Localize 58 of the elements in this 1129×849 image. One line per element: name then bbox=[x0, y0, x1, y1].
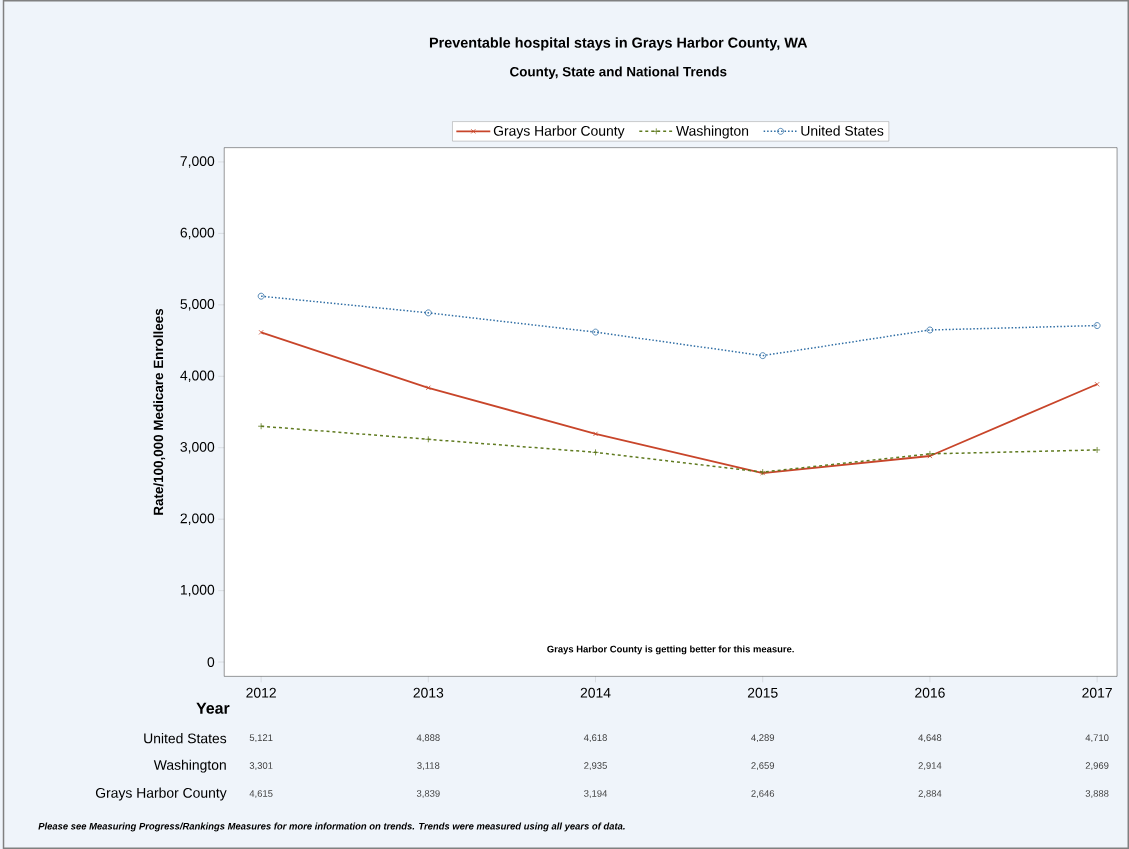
point bbox=[593, 431, 599, 437]
text: Washington bbox=[153, 759, 226, 773]
data-label: 5,121 bbox=[249, 734, 273, 743]
data-label: 2,884 bbox=[918, 790, 942, 799]
point bbox=[258, 329, 264, 335]
point bbox=[424, 309, 432, 317]
y-tick-label: 6,000 bbox=[180, 227, 215, 240]
x-tick-label: 2016 bbox=[915, 687, 945, 698]
y-tick-label: 7,000 bbox=[180, 156, 215, 168]
point bbox=[592, 449, 599, 456]
data-label: 2,646 bbox=[751, 790, 775, 799]
text: Please see Measuring Progress/Rankings Measures for more information on trends. Trends were measured using all years of data. bbox=[38, 822, 625, 832]
data-label: 4,615 bbox=[249, 790, 273, 799]
point bbox=[257, 422, 265, 430]
point bbox=[257, 292, 265, 300]
data-label: 4,888 bbox=[416, 734, 440, 743]
legend-label: Grays Harbor County bbox=[493, 125, 625, 139]
point bbox=[424, 435, 432, 443]
y-tick-label: 2,000 bbox=[180, 513, 215, 525]
data-label: 4,618 bbox=[583, 734, 607, 743]
point bbox=[592, 328, 599, 336]
point bbox=[759, 352, 767, 360]
data-label: 2,969 bbox=[1085, 762, 1109, 771]
point bbox=[1093, 446, 1101, 454]
y-tick-label: 5,000 bbox=[180, 299, 215, 311]
data-label: 3,118 bbox=[417, 762, 440, 771]
x-tick-label: 2017 bbox=[1082, 687, 1112, 698]
data-label: 3,194 bbox=[584, 790, 608, 799]
data-label: 4,710 bbox=[1085, 734, 1109, 743]
x-axis-title: Year bbox=[196, 702, 230, 714]
x-tick-label: 2015 bbox=[747, 687, 778, 698]
text: Grays Harbor County bbox=[95, 787, 227, 801]
data-label: 2,659 bbox=[751, 762, 775, 771]
chart-title: Preventable hospital stays in Grays Harbor County, WA bbox=[429, 37, 808, 51]
data-label: 4,648 bbox=[918, 734, 942, 743]
point bbox=[1093, 322, 1101, 329]
x-tick-label: 2013 bbox=[413, 687, 444, 698]
text: United States bbox=[144, 733, 227, 744]
data-label: 4,289 bbox=[751, 734, 775, 743]
data-label: 3,301 bbox=[249, 762, 273, 771]
y-axis-title: Rate/100,000 Medicare Enrollees bbox=[153, 308, 166, 515]
legend-label: United States bbox=[801, 125, 884, 136]
data-label: 2,935 bbox=[584, 762, 607, 771]
x-tick-label: 2014 bbox=[580, 687, 611, 698]
x-tick-label: 2012 bbox=[246, 687, 276, 698]
legend-label: Washington bbox=[676, 125, 749, 139]
y-tick-label: 4,000 bbox=[180, 370, 215, 383]
data-label: 3,839 bbox=[416, 790, 440, 799]
point bbox=[1094, 381, 1100, 387]
point bbox=[425, 385, 431, 391]
annotation: Grays Harbor County is getting better for this measure. bbox=[547, 645, 794, 655]
y-tick-label: 3,000 bbox=[180, 442, 215, 454]
data-label: 2,914 bbox=[918, 762, 942, 771]
point bbox=[926, 326, 934, 334]
data-label: 3,888 bbox=[1085, 790, 1109, 799]
y-tick-label: 0 bbox=[207, 657, 215, 668]
chart-subtitle: County, State and National Trends bbox=[510, 66, 727, 80]
y-tick-label: 1,000 bbox=[180, 584, 215, 597]
